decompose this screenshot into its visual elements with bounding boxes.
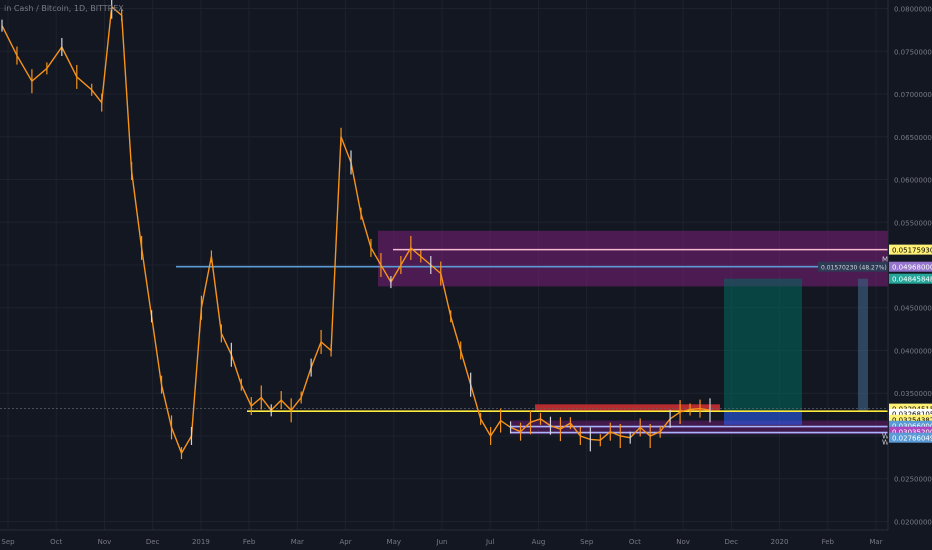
x-tick-label: 2020: [771, 538, 789, 546]
price-label-bg: [889, 432, 932, 443]
x-tick-label: Feb: [243, 538, 256, 546]
price-label-bg: [889, 420, 932, 431]
zone-upper-purple-zone: [378, 230, 888, 287]
price-label: 0.02766049: [892, 435, 932, 443]
price-label: 0.04968000: [892, 264, 932, 272]
x-tick-label: Apr: [339, 538, 351, 546]
zone-red-zone: [535, 404, 720, 411]
x-tick-label: Jun: [436, 538, 448, 546]
measure-bar: [858, 278, 868, 412]
price-label: 0.05175930: [892, 247, 932, 255]
x-tick-label: Sep: [1, 538, 15, 546]
x-tick-label: Dec: [725, 538, 739, 546]
x-tick-label: Aug: [532, 538, 546, 546]
line-marker-label: W: [882, 439, 889, 447]
zone-long-target-zone: [724, 278, 802, 412]
x-tick-label: Mar: [291, 538, 304, 546]
x-tick-label: Jul: [485, 538, 495, 546]
x-tick-label: Oct: [50, 538, 62, 546]
x-tick-label: Feb: [822, 538, 835, 546]
zone-long-stop-zone: [724, 411, 802, 425]
x-tick-label: May: [387, 538, 401, 546]
price-label-bg: [889, 408, 932, 419]
price-label-bg: [889, 273, 932, 284]
x-tick-label: Mar: [869, 538, 882, 546]
price-label-bg: [889, 244, 932, 255]
x-tick-label: Nov: [676, 538, 690, 546]
x-tick-label: 2019: [192, 538, 210, 546]
x-tick-label: Dec: [146, 538, 160, 546]
x-tick-label: Sep: [580, 538, 594, 546]
measure-label-box: [818, 261, 888, 272]
price-label-bg: [889, 403, 932, 414]
chart-title: in Cash / Bitcoin, 1D, BITTREX: [4, 4, 124, 13]
x-tick-label: Oct: [629, 538, 641, 546]
price-label-bg: [889, 414, 932, 425]
line-marker-label: W: [882, 433, 889, 441]
price-label-bg: [889, 426, 932, 437]
measure-label: 0.01570230 (48.27%) 15: [821, 265, 896, 272]
x-tick-label: Nov: [98, 538, 112, 546]
line-marker-label: M: [882, 256, 888, 264]
price-label-bg: [889, 261, 932, 272]
price-label: 0.04845848: [892, 276, 932, 284]
